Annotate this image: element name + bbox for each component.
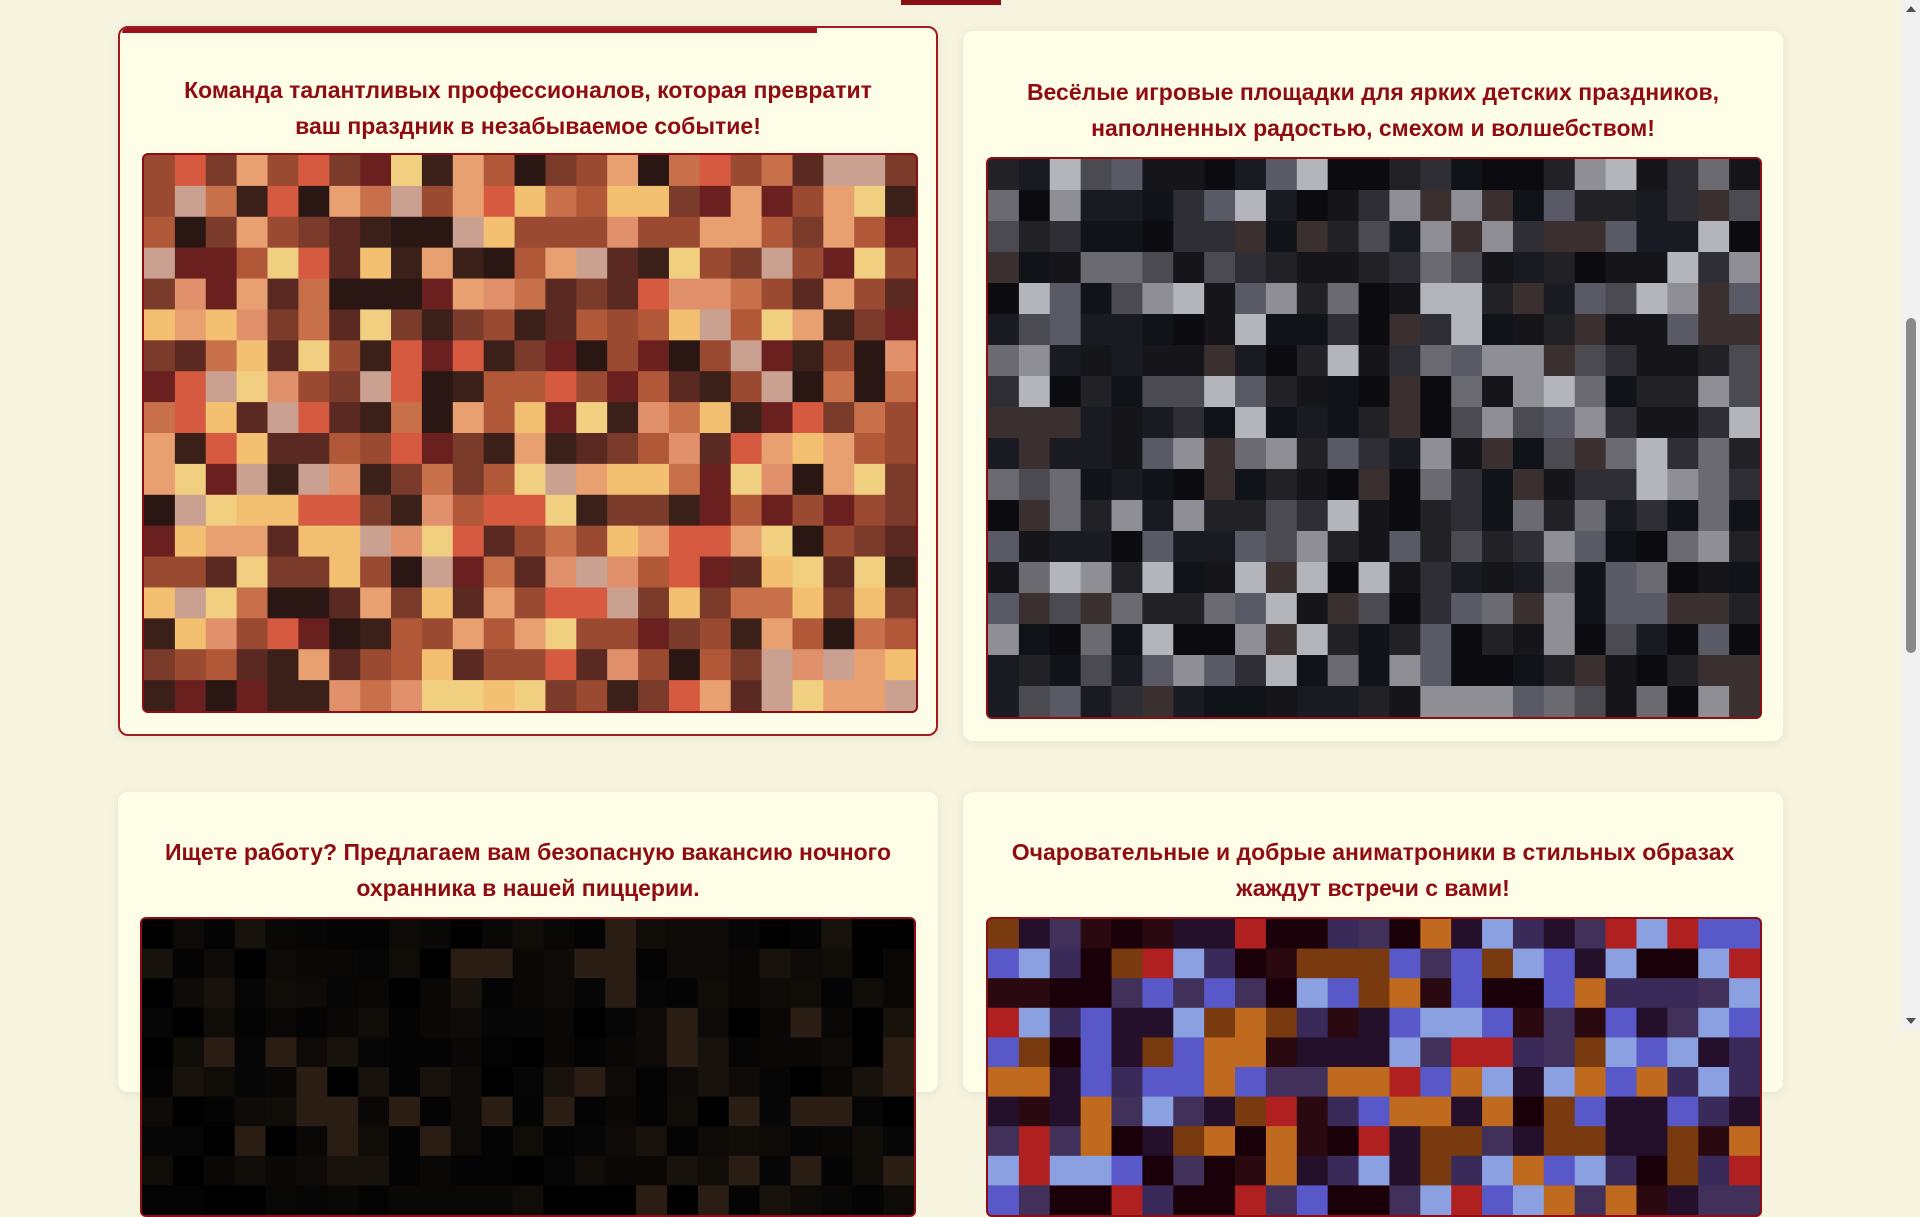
scroll-down-arrow-icon[interactable]: [1906, 1018, 1916, 1024]
pixel-photo: [988, 919, 1760, 1215]
card-title: Команда талантливых профессионалов, кото…: [184, 77, 872, 139]
team-photo-icon: [142, 153, 918, 713]
pixel-photo: [142, 919, 914, 1215]
scroll-up-arrow-icon[interactable]: [1906, 6, 1916, 12]
section-tab-underline: [901, 0, 1001, 5]
feature-card-vacancy[interactable]: Ищете работу? Предлагаем вам безопасную …: [118, 792, 938, 1217]
feature-card-animatronics[interactable]: Очаровательные и добрые аниматроники в с…: [963, 792, 1783, 1217]
feature-card-playground[interactable]: Весёлые игровые площадки для ярких детск…: [963, 31, 1783, 741]
pixel-photo: [144, 155, 916, 711]
vertical-scrollbar[interactable]: [1902, 0, 1920, 1030]
scroll-thumb[interactable]: [1906, 318, 1916, 653]
playground-photo-icon: [986, 157, 1762, 719]
animatronics-photo-icon: [986, 917, 1762, 1217]
card-title: Очаровательные и добрые аниматроники в с…: [1011, 839, 1735, 901]
night-guard-photo-icon: [140, 917, 916, 1217]
card-title: Ищете работу? Предлагаем вам безопасную …: [164, 839, 891, 901]
feature-card-team[interactable]: Команда талантливых профессионалов, кото…: [118, 26, 938, 736]
card-title: Весёлые игровые площадки для ярких детск…: [1026, 79, 1720, 141]
card-progress-bar: [122, 28, 817, 33]
pixel-photo: [988, 159, 1760, 717]
